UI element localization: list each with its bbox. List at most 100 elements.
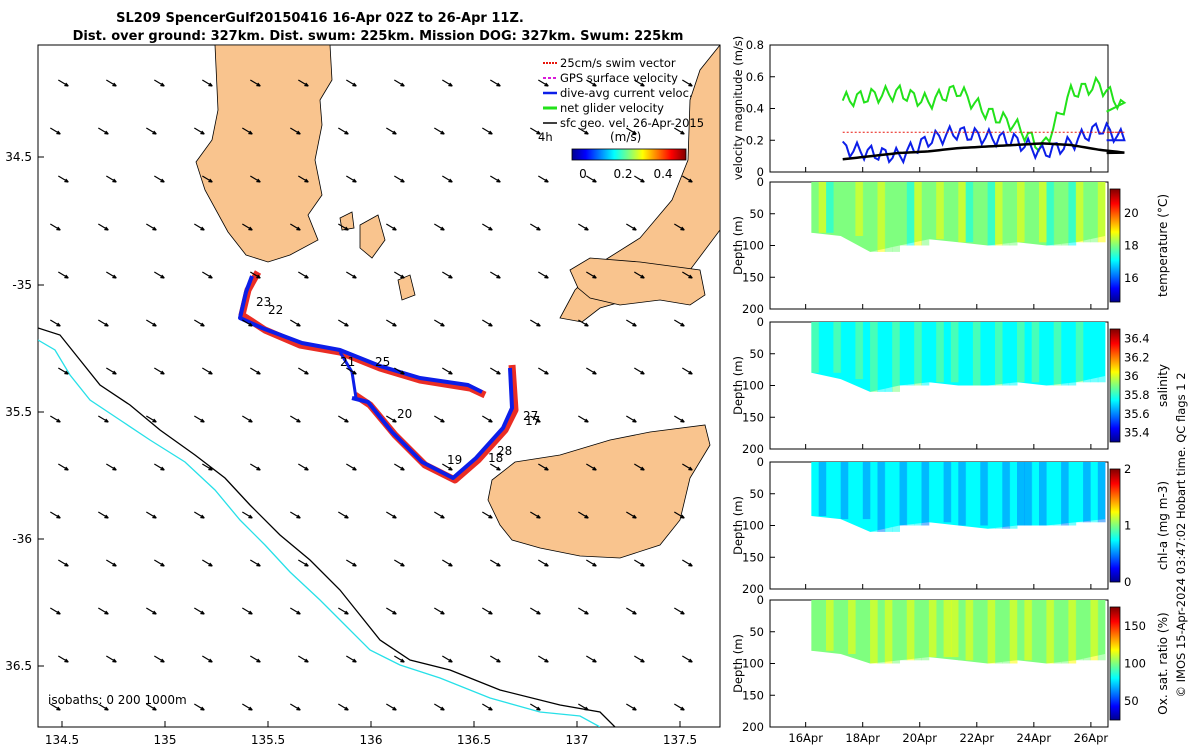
surface-velocity-arrow — [298, 367, 309, 375]
depth-tick: 150 — [742, 688, 764, 702]
surface-velocity-arrow — [394, 655, 405, 663]
surface-velocity-arrow — [202, 559, 213, 567]
surface-velocity-arrow — [626, 703, 637, 711]
surface-velocity-arrow — [442, 271, 453, 279]
section-data-stripe — [1053, 322, 1062, 386]
isobaths-label: isobaths: 0 200 1000m — [48, 693, 187, 707]
track-dive-avg-current — [238, 275, 514, 480]
surface-velocity-arrow — [338, 319, 349, 327]
surface-velocity-arrow — [154, 79, 165, 87]
section-data-stripe — [950, 322, 959, 383]
surface-velocity-arrow — [578, 415, 589, 423]
depth-tick: 50 — [749, 207, 764, 221]
surface-velocity-arrow — [578, 223, 589, 231]
depth-tick: 100 — [742, 519, 764, 533]
section-data-stripe — [884, 600, 893, 664]
section-data-stripe — [950, 462, 959, 523]
surface-velocity-arrow — [146, 127, 157, 135]
surface-velocity-arrow — [346, 367, 357, 375]
section-data-stripe — [1017, 600, 1025, 661]
surface-velocity-arrow — [58, 271, 69, 279]
surface-velocity-arrow — [338, 127, 349, 135]
surface-velocity-arrow — [290, 223, 301, 231]
section-data-stripe — [826, 322, 834, 373]
section-data-stripe — [906, 462, 915, 526]
map-y-ticks: 34.5 -35 35.5 -36 36.5 — [5, 150, 32, 673]
surface-velocity-arrow — [250, 271, 261, 279]
surface-velocity-arrow — [626, 127, 637, 135]
surface-velocity-arrow — [386, 511, 397, 519]
section-data-stripe — [906, 600, 915, 661]
surface-velocity-arrow — [586, 559, 597, 567]
section-data-stripe — [995, 182, 1003, 246]
section-data-stripe — [1083, 322, 1091, 383]
surface-velocity-arrow — [434, 703, 445, 711]
surface-velocity-arrow — [722, 416, 732, 422]
section-data-stripe — [936, 600, 944, 658]
section-data-stripe — [848, 322, 856, 380]
section-data-stripe — [877, 182, 886, 252]
surface-velocity-arrow — [482, 607, 493, 615]
day-label: 25 — [375, 355, 390, 369]
section-data-stripe — [855, 322, 864, 380]
surface-velocity-arrow — [298, 463, 309, 471]
map-legend: 25cm/s swim vector GPS surface velocity … — [538, 56, 704, 181]
surface-velocity-arrow — [194, 127, 205, 135]
surface-velocity-arrow — [386, 127, 397, 135]
title-line-1: SL209 SpencerGulf20150416 16-Apr 02Z to … — [116, 11, 524, 26]
section-data-stripe — [980, 182, 989, 243]
time-tick-label: 24Apr — [1017, 731, 1052, 745]
surface-velocity-arrow — [722, 704, 732, 710]
section-data-stripe — [892, 600, 900, 664]
section-data-stripe — [1061, 182, 1069, 246]
surface-velocity-arrow — [202, 79, 213, 87]
section-data-stripe — [811, 600, 820, 651]
legend-label: sfc geo. vel. 26-Apr-2015 — [560, 116, 704, 130]
section-data-stripe — [921, 322, 930, 386]
surface-velocity-arrow — [682, 367, 693, 375]
land-small-peninsula — [569, 257, 706, 306]
section-data-stripe — [1009, 600, 1018, 664]
section-data-stripe — [862, 462, 871, 520]
section-panel: 0 50 100 150 200 Depth (m) 16 18 20 temperature (… — [731, 175, 1170, 316]
colorbar-label: Ox. sat. ratio (%) — [1156, 612, 1170, 714]
title-line-2: Dist. over ground: 327km. Dist. swum: 22… — [73, 29, 684, 44]
surface-velocity-arrow — [586, 463, 597, 471]
velocity-y-tick: 0 — [757, 165, 764, 179]
section-data-stripe — [1046, 462, 1055, 526]
surface-velocity-arrow — [490, 79, 501, 87]
velocity-y-tick: 0.2 — [746, 133, 764, 147]
section-data-stripe — [958, 322, 967, 386]
surface-velocity-arrow — [50, 511, 61, 519]
surface-velocity-arrow — [154, 463, 165, 471]
section-data-stripe — [987, 322, 996, 386]
colorbar-label: salinity — [1156, 364, 1170, 407]
depth-tick: 50 — [749, 625, 764, 639]
section-data-stripe — [877, 462, 886, 532]
section-data-stripe — [1017, 462, 1025, 526]
map-y-tick: 36.5 — [5, 659, 32, 673]
surface-velocity-arrow — [434, 127, 445, 135]
section-data-stripe — [1075, 600, 1084, 661]
surface-velocity-arrow — [146, 703, 157, 711]
section-data-stripe — [1031, 322, 1040, 383]
surface-velocity-arrow — [442, 79, 453, 87]
surface-velocity-arrow — [106, 79, 117, 87]
surface-velocity-arrow — [394, 79, 405, 87]
surface-velocity-arrow — [202, 367, 213, 375]
section-data-stripe — [877, 600, 886, 664]
section-data-stripe — [884, 182, 893, 252]
surface-velocity-arrow — [578, 703, 589, 711]
section-data-stripe — [921, 600, 930, 661]
day-label: 28 — [497, 444, 512, 458]
section-data-stripe — [1031, 600, 1040, 661]
colorbar-tick: 1 — [1124, 519, 1131, 533]
section-data-stripe — [884, 462, 893, 532]
section-data-stripe — [870, 462, 878, 532]
section-data-stripe — [1002, 462, 1011, 529]
surface-velocity-arrows — [50, 79, 732, 711]
surface-velocity-arrow — [634, 175, 645, 183]
section-data-stripe — [987, 600, 996, 664]
section-data-stripe — [914, 600, 922, 661]
